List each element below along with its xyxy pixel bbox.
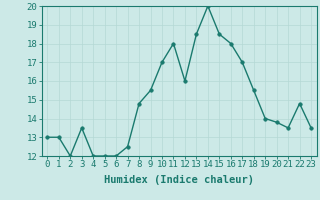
- X-axis label: Humidex (Indice chaleur): Humidex (Indice chaleur): [104, 175, 254, 185]
